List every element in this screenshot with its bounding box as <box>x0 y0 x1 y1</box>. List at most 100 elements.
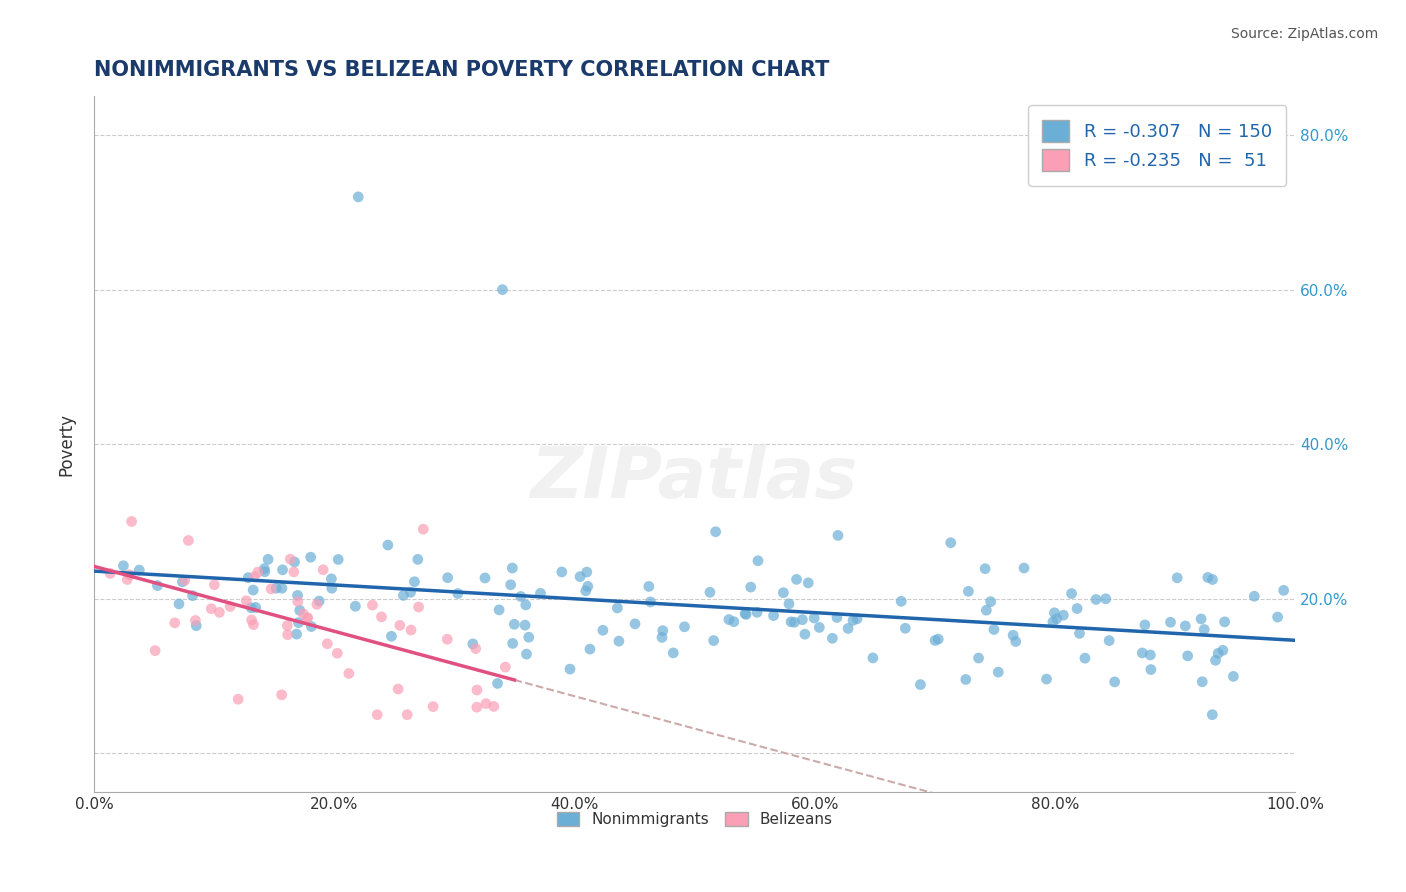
Point <box>1130 646 1153 660</box>
Point <box>987 665 1010 680</box>
Point <box>499 578 522 592</box>
Point <box>606 601 628 615</box>
Point <box>894 621 917 635</box>
Point <box>955 673 977 687</box>
Point <box>717 613 740 627</box>
Point <box>238 571 260 585</box>
Point <box>846 612 869 626</box>
Point <box>143 643 166 657</box>
Point <box>399 623 422 637</box>
Point <box>1160 615 1182 630</box>
Point <box>529 586 551 600</box>
Point <box>1012 561 1035 575</box>
Point <box>592 624 614 638</box>
Point <box>370 610 392 624</box>
Point <box>1052 608 1074 623</box>
Point <box>299 619 322 633</box>
Point <box>673 620 696 634</box>
Point <box>699 585 721 599</box>
Point <box>412 522 434 536</box>
Point <box>264 581 287 595</box>
Point <box>515 647 537 661</box>
Point <box>957 584 980 599</box>
Point <box>388 618 411 632</box>
Point <box>1201 707 1223 722</box>
Point <box>488 603 510 617</box>
Point <box>184 614 207 628</box>
Point <box>240 613 263 627</box>
Point <box>245 600 267 615</box>
Point <box>404 574 426 589</box>
Point <box>202 578 225 592</box>
Point <box>1004 634 1026 648</box>
Point <box>1042 615 1064 629</box>
Point <box>112 558 135 573</box>
Point <box>778 597 800 611</box>
Point <box>285 627 308 641</box>
Point <box>406 552 429 566</box>
Point <box>1213 615 1236 629</box>
Point <box>509 590 531 604</box>
Point <box>436 571 458 585</box>
Point <box>1206 646 1229 660</box>
Point <box>475 697 498 711</box>
Point <box>793 627 815 641</box>
Point <box>1139 648 1161 662</box>
Point <box>422 699 444 714</box>
Point <box>461 637 484 651</box>
Point <box>513 618 536 632</box>
Point <box>491 283 513 297</box>
Point <box>242 617 264 632</box>
Point <box>243 570 266 584</box>
Point <box>735 607 758 622</box>
Point <box>976 603 998 617</box>
Point <box>803 611 825 625</box>
Point <box>927 632 949 646</box>
Point <box>246 565 269 579</box>
Point <box>1069 626 1091 640</box>
Point <box>797 575 820 590</box>
Point <box>121 515 143 529</box>
Point <box>117 573 139 587</box>
Point <box>939 535 962 549</box>
Point <box>1191 674 1213 689</box>
Point <box>163 615 186 630</box>
Point <box>295 611 318 625</box>
Point <box>862 651 884 665</box>
Point <box>299 550 322 565</box>
Point <box>1060 586 1083 600</box>
Point <box>486 676 509 690</box>
Point <box>827 528 849 542</box>
Point <box>287 615 309 630</box>
Point <box>1104 674 1126 689</box>
Point <box>277 627 299 641</box>
Point <box>292 607 315 621</box>
Point <box>377 538 399 552</box>
Point <box>842 614 865 628</box>
Point <box>305 597 328 611</box>
Point <box>576 579 599 593</box>
Point <box>1243 589 1265 603</box>
Point <box>503 617 526 632</box>
Point <box>704 524 727 539</box>
Point <box>396 707 419 722</box>
Text: NONIMMIGRANTS VS BELIZEAN POVERTY CORRELATION CHART: NONIMMIGRANTS VS BELIZEAN POVERTY CORREL… <box>94 60 830 79</box>
Point <box>494 660 516 674</box>
Point <box>316 637 339 651</box>
Point <box>651 631 673 645</box>
Y-axis label: Poverty: Poverty <box>58 413 75 475</box>
Point <box>271 563 294 577</box>
Point <box>551 565 574 579</box>
Point <box>200 601 222 615</box>
Point <box>1197 570 1219 584</box>
Point <box>408 599 430 614</box>
Point <box>240 600 263 615</box>
Point <box>558 662 581 676</box>
Point <box>579 642 602 657</box>
Point <box>575 565 598 579</box>
Point <box>1043 606 1066 620</box>
Point <box>146 578 169 592</box>
Point <box>734 607 756 621</box>
Point <box>624 616 647 631</box>
Point <box>786 573 808 587</box>
